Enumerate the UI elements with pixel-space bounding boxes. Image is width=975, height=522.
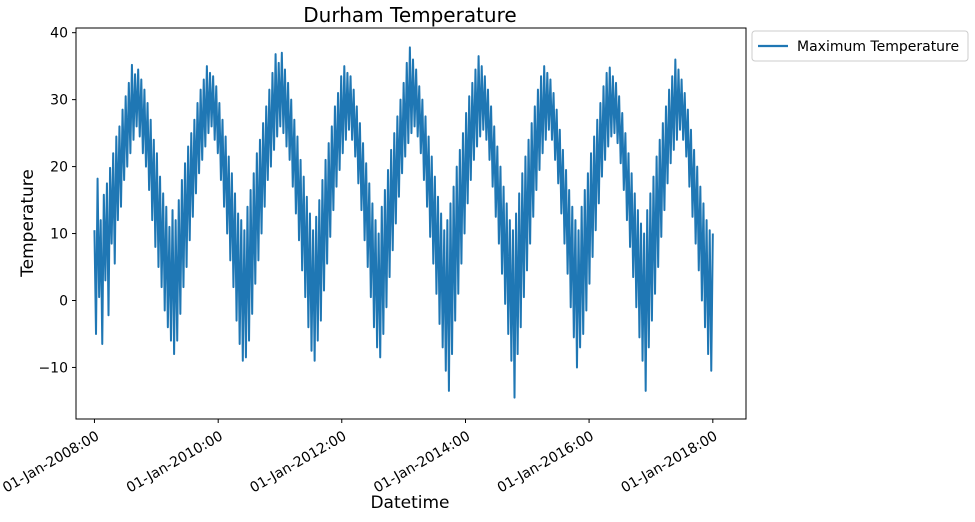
y-axis: 40 30 20 10 0 −10 — [38, 26, 76, 376]
legend: Maximum Temperature — [751, 30, 969, 62]
y-tick-label: 30 — [50, 93, 68, 109]
legend-box — [751, 30, 969, 62]
y-tick-label: 0 — [59, 293, 68, 309]
y-tick-label: −10 — [38, 360, 68, 376]
plot-area — [93, 46, 714, 399]
y-axis-label: Temperature — [18, 169, 38, 278]
x-axis-label: Datetime — [370, 493, 449, 513]
legend-label: Maximum Temperature — [797, 39, 959, 55]
y-tick-label: 20 — [50, 160, 68, 176]
series-line-0 — [93, 46, 714, 399]
plot-frame — [75, 27, 747, 420]
y-tick-label: 10 — [50, 227, 68, 243]
y-tick-label: 40 — [50, 26, 68, 42]
chart-title: Durham Temperature — [303, 3, 516, 27]
